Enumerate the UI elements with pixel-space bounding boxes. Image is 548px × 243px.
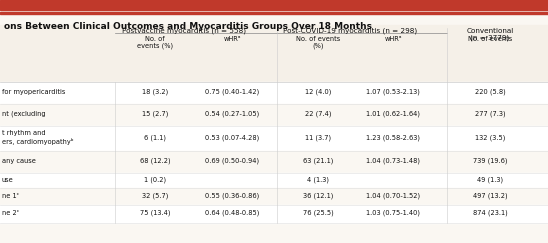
Text: 1.23 (0.58-2.63): 1.23 (0.58-2.63) [366, 134, 420, 141]
Bar [0, 82, 548, 104]
Text: any cause: any cause [2, 158, 36, 164]
Bar [0, 151, 548, 173]
Text: 0.53 (0.07-4.28): 0.53 (0.07-4.28) [205, 134, 259, 141]
Bar [0, 25, 548, 83]
Text: Conventional
(n = 3779): Conventional (n = 3779) [466, 28, 513, 42]
Text: 277 (7.3): 277 (7.3) [475, 111, 505, 117]
Text: 0.64 (0.48-0.85): 0.64 (0.48-0.85) [205, 210, 259, 216]
Text: 12 (4.0): 12 (4.0) [305, 89, 331, 95]
Text: 22 (7.4): 22 (7.4) [305, 111, 331, 117]
Text: for myopericarditis: for myopericarditis [2, 89, 65, 95]
Text: 1.04 (0.70-1.52): 1.04 (0.70-1.52) [366, 192, 420, 199]
Bar [0, 188, 548, 205]
Text: 874 (23.1): 874 (23.1) [472, 210, 507, 216]
Text: 1.01 (0.62-1.64): 1.01 (0.62-1.64) [366, 111, 420, 117]
Text: nt (excluding: nt (excluding [2, 111, 45, 117]
Text: No. of
events (%): No. of events (%) [137, 36, 173, 50]
Text: 132 (3.5): 132 (3.5) [475, 134, 505, 141]
Text: 0.55 (0.36-0.86): 0.55 (0.36-0.86) [205, 192, 259, 199]
Text: 1.07 (0.53-2.13): 1.07 (0.53-2.13) [366, 89, 420, 95]
Text: t rhythm and
ers, cardiomyopathyᵇ: t rhythm and ers, cardiomyopathyᵇ [2, 130, 73, 145]
Text: use: use [2, 176, 14, 182]
Bar [0, 0, 548, 10]
Bar [0, 104, 548, 126]
Text: 11 (3.7): 11 (3.7) [305, 134, 331, 141]
Text: 63 (21.1): 63 (21.1) [303, 158, 333, 164]
Text: 1.03 (0.75-1.40): 1.03 (0.75-1.40) [366, 210, 420, 216]
Text: 1 (0.2): 1 (0.2) [144, 176, 166, 183]
Text: 0.75 (0.40-1.42): 0.75 (0.40-1.42) [205, 89, 259, 95]
Text: 497 (13.2): 497 (13.2) [473, 192, 507, 199]
Text: 32 (5.7): 32 (5.7) [142, 192, 168, 199]
Bar [0, 12, 548, 14]
Text: 18 (3.2): 18 (3.2) [142, 89, 168, 95]
Text: 49 (1.3): 49 (1.3) [477, 176, 503, 183]
Text: 4 (1.3): 4 (1.3) [307, 176, 329, 183]
Text: 739 (19.6): 739 (19.6) [473, 158, 507, 164]
Text: 6 (1.1): 6 (1.1) [144, 134, 166, 141]
Text: Postvaccine myocarditis (n = 558): Postvaccine myocarditis (n = 558) [122, 28, 246, 35]
Text: 220 (5.8): 220 (5.8) [475, 89, 505, 95]
Text: 0.54 (0.27-1.05): 0.54 (0.27-1.05) [205, 111, 259, 117]
Text: 36 (12.1): 36 (12.1) [303, 192, 333, 199]
Text: ne 2ᶜ: ne 2ᶜ [2, 210, 19, 216]
Bar [0, 173, 548, 188]
Text: ons Between Clinical Outcomes and Myocarditis Groups Over 18 Months: ons Between Clinical Outcomes and Myocar… [4, 22, 372, 31]
Text: wHRᵃ: wHRᵃ [223, 36, 241, 42]
Text: 68 (12.2): 68 (12.2) [140, 158, 170, 164]
Text: 15 (2.7): 15 (2.7) [142, 111, 168, 117]
Text: 1.04 (0.73-1.48): 1.04 (0.73-1.48) [366, 158, 420, 164]
Bar [0, 126, 548, 151]
Text: 76 (25.5): 76 (25.5) [302, 210, 333, 216]
Text: No. of events
(%): No. of events (%) [296, 36, 340, 50]
Text: wHRᵃ: wHRᵃ [384, 36, 402, 42]
Bar [0, 205, 548, 223]
Text: Post-COVID-19 myocarditis (n = 298): Post-COVID-19 myocarditis (n = 298) [283, 28, 418, 35]
Text: 0.69 (0.50-0.94): 0.69 (0.50-0.94) [205, 158, 259, 164]
Text: ne 1ᶜ: ne 1ᶜ [2, 192, 19, 199]
Text: 75 (13.4): 75 (13.4) [140, 210, 170, 216]
Text: No. of events: No. of events [468, 36, 512, 42]
